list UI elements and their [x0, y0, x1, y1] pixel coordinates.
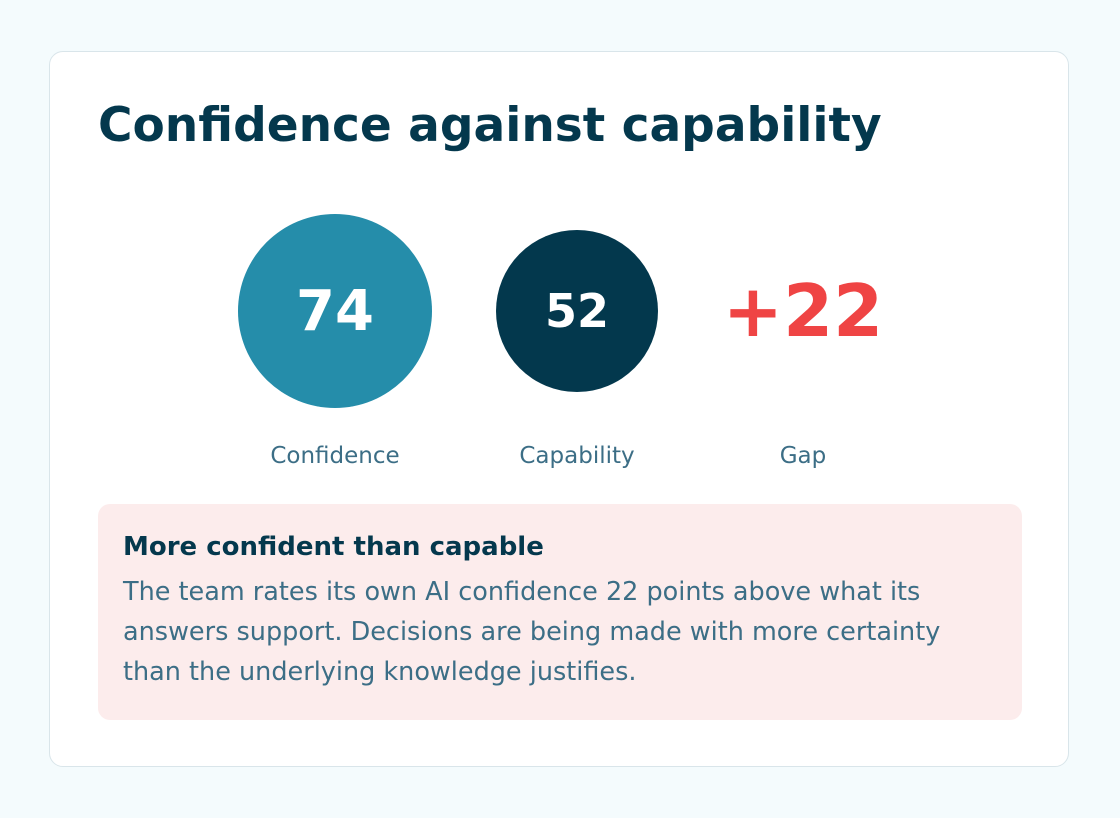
confidence-value: 74 — [296, 278, 374, 344]
capability-label: Capability — [519, 443, 635, 469]
alert-title: More confident than capable — [123, 532, 544, 562]
capability-circle: 52 — [496, 230, 658, 392]
confidence-circle: 74 — [238, 214, 432, 408]
gap-value: +22 — [722, 269, 884, 353]
card-title: Confidence against capability — [98, 98, 882, 153]
gap-alert-box: More confident than capable The team rat… — [98, 504, 1022, 720]
capability-value: 52 — [544, 284, 609, 338]
gap-label: Gap — [779, 443, 827, 469]
alert-body: The team rates its own AI confidence 22 … — [123, 577, 941, 687]
confidence-label: Confidence — [270, 443, 400, 469]
confidence-capability-card: Confidence against capability 74 52 +22 … — [49, 51, 1069, 767]
